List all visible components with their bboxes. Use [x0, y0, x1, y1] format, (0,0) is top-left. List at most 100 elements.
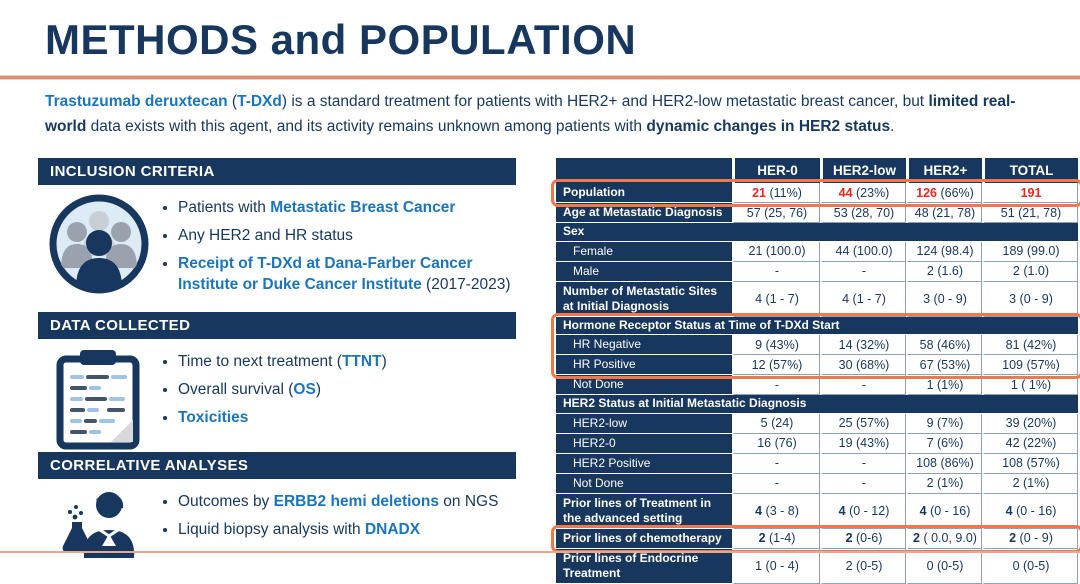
table-row: Not Done - -1 (1%) 1 ( 1%) — [556, 375, 1078, 396]
table-row: Age at Metastatic Diagnosis 57 (25, 76) 53… — [556, 203, 1078, 223]
cell-value: 2 (0-6) — [820, 528, 906, 549]
cell-value: 109 (57%) — [982, 355, 1078, 376]
cell-value: 67 (53%) — [906, 355, 982, 376]
cell-value: 1 ( 1%) — [982, 375, 1078, 396]
bullet-item: Any HER2 and HR status — [178, 226, 516, 247]
cell-value: 81 (42%) — [982, 335, 1078, 356]
column-header: HER-0 — [732, 158, 820, 183]
bullet-item: Outcomes by ERBB2 hemi deletions on NGS — [178, 492, 498, 513]
cell-value: 0 (0-5) — [906, 548, 982, 584]
cell-value: 108 (86%) — [906, 453, 982, 474]
scientist-icon — [38, 488, 160, 560]
row-label: HR Positive — [556, 355, 732, 376]
section-row-label: Hormone Receptor Status at Time of T-DXd… — [556, 316, 1078, 336]
cell-value: 4 (3 - 8) — [732, 493, 820, 529]
table-row: HER2-0 16 (76) 19 (43%) 7 (6%) 42 (22%) — [556, 433, 1078, 454]
bullet-item: Time to next treatment (TTNT) — [178, 352, 387, 373]
bullet-item: Liquid biopsy analysis with DNADX — [178, 520, 498, 541]
row-label: Female — [556, 241, 732, 262]
row-label: HR Negative — [556, 335, 732, 356]
cell-value: 3 (0 - 9) — [982, 281, 1078, 317]
population-table: HER-0 HER2-low HER2+ TOTAL Population 21 (11… — [556, 158, 1078, 584]
cell-value: 124 (98.4) — [906, 241, 982, 262]
cell-value: 16 (76) — [732, 433, 820, 454]
cell-value: 3 (0 - 9) — [906, 281, 982, 317]
row-label: Male — [556, 261, 732, 282]
bullet-list: Outcomes by ERBB2 hemi deletions on NGS L… — [160, 492, 498, 560]
row-label: Not Done — [556, 375, 732, 396]
section-data-collected: DATA COLLECTED — [38, 312, 516, 450]
cell-value: - — [820, 375, 906, 396]
clipboard-icon — [38, 348, 160, 450]
table-row: Male - -2 (1.6) 2 (1.0) — [556, 261, 1078, 282]
cell-value: 4 (0 - 12) — [820, 493, 906, 529]
cell-value: 39 (20%) — [982, 413, 1078, 434]
people-icon — [38, 194, 160, 303]
cell-value: 126 (66%) — [906, 183, 982, 203]
cell-value: 0 (0-5) — [982, 548, 1078, 584]
table-row: HR Positive 12 (57%) 30 (68%) 67 (53%) 109 (… — [556, 355, 1078, 376]
row-label: Number of Metastatic Sites at Initial Di… — [556, 281, 732, 317]
cell-value: 2 ( 0.0, 9.0) — [906, 528, 982, 549]
cell-value: 1 (0 - 4) — [732, 548, 820, 584]
cell-value: 189 (99.0) — [982, 241, 1078, 262]
cell-value: 9 (7%) — [906, 413, 982, 434]
table-corner-cell — [556, 158, 732, 183]
section-header-correlative-analyses: CORRELATIVE ANALYSES — [38, 452, 516, 479]
section-inclusion-criteria: INCLUSION CRITERIA — [38, 158, 516, 303]
table-row: HER2-low 5 (24) 25 (57%) 9 (7%) 39 (20%) — [556, 413, 1078, 434]
bullet-item: Toxicities — [178, 408, 387, 429]
row-label: Population — [556, 183, 732, 203]
cell-value: 2 (1%) — [906, 473, 982, 494]
table-row: HER2 Status at Initial Metastatic Diagno… — [556, 395, 1078, 414]
bullet-list: Time to next treatment (TTNT) Overall sur… — [160, 352, 387, 450]
column-header: HER2-low — [820, 158, 906, 183]
bullet-item: Receipt of T-DXd at Dana-Farber Cancer I… — [178, 254, 516, 296]
cell-value: 2 (1.6) — [906, 261, 982, 282]
table-row: Number of Metastatic Sites at Initial Di… — [556, 281, 1078, 317]
bullet-list: Patients with Metastatic Breast Cancer An… — [160, 198, 516, 303]
table-row: Prior lines of Treatment in the advanced… — [556, 493, 1078, 529]
cell-value: 51 (21, 78) — [982, 203, 1078, 223]
section-correlative-analyses: CORRELATIVE ANALYSES Outcomes by ERBB2 h… — [38, 452, 516, 560]
table-row: Population 21 (11%) 44 (23%) 126 (66%) 191 — [556, 183, 1078, 203]
bullet-item: Patients with Metastatic Breast Cancer — [178, 198, 516, 219]
cell-value: 30 (68%) — [820, 355, 906, 376]
section-header-inclusion-criteria: INCLUSION CRITERIA — [38, 158, 516, 185]
cell-value: 21 (100.0) — [732, 241, 820, 262]
table-row: HER2 Positive - -108 (86%) 108 (57%) — [556, 453, 1078, 474]
slide-title: METHODS and POPULATION — [45, 16, 637, 63]
column-header: TOTAL — [982, 158, 1078, 183]
cell-value: 4 (1 - 7) — [732, 281, 820, 317]
row-label: HER2-low — [556, 413, 732, 434]
slide: METHODS and POPULATION Trastuzumab derux… — [0, 0, 1080, 555]
row-label: Prior lines of Treatment in the advanced… — [556, 493, 732, 529]
cell-value: 7 (6%) — [906, 433, 982, 454]
table-row: Sex — [556, 223, 1078, 242]
table-row: Prior lines of Endocrine Treatment 1 (0 -… — [556, 548, 1078, 584]
row-label: Prior lines of Endocrine Treatment — [556, 548, 732, 584]
cell-value: 19 (43%) — [820, 433, 906, 454]
table-row: Not Done - -2 (1%) 2 (1%) — [556, 473, 1078, 494]
table-header-row: HER-0 HER2-low HER2+ TOTAL — [556, 158, 1078, 183]
section-row-label: HER2 Status at Initial Metastatic Diagno… — [556, 395, 1078, 414]
divider-line — [0, 76, 1080, 79]
cell-value: 57 (25, 76) — [732, 203, 820, 223]
cell-value: - — [732, 453, 820, 474]
cell-value: - — [732, 375, 820, 396]
cell-value: 58 (46%) — [906, 335, 982, 356]
row-label: HER2-0 — [556, 433, 732, 454]
cell-value: 2 (1%) — [982, 473, 1078, 494]
cell-value: - — [732, 261, 820, 282]
cell-value: 191 — [982, 183, 1078, 203]
row-label: Age at Metastatic Diagnosis — [556, 203, 732, 223]
cell-value: - — [732, 473, 820, 494]
row-label: HER2 Positive — [556, 453, 732, 474]
cell-value: 53 (28, 70) — [820, 203, 906, 223]
intro-paragraph: Trastuzumab deruxtecan (T-DXd) is a stan… — [45, 93, 1016, 135]
bullet-item: Overall survival (OS) — [178, 380, 387, 401]
table-row: Prior lines of chemotherapy 2 (1-4) 2 (0-6… — [556, 528, 1078, 549]
cell-value: - — [820, 473, 906, 494]
section-header-data-collected: DATA COLLECTED — [38, 312, 516, 339]
cell-value: 2 (0 - 9) — [982, 528, 1078, 549]
